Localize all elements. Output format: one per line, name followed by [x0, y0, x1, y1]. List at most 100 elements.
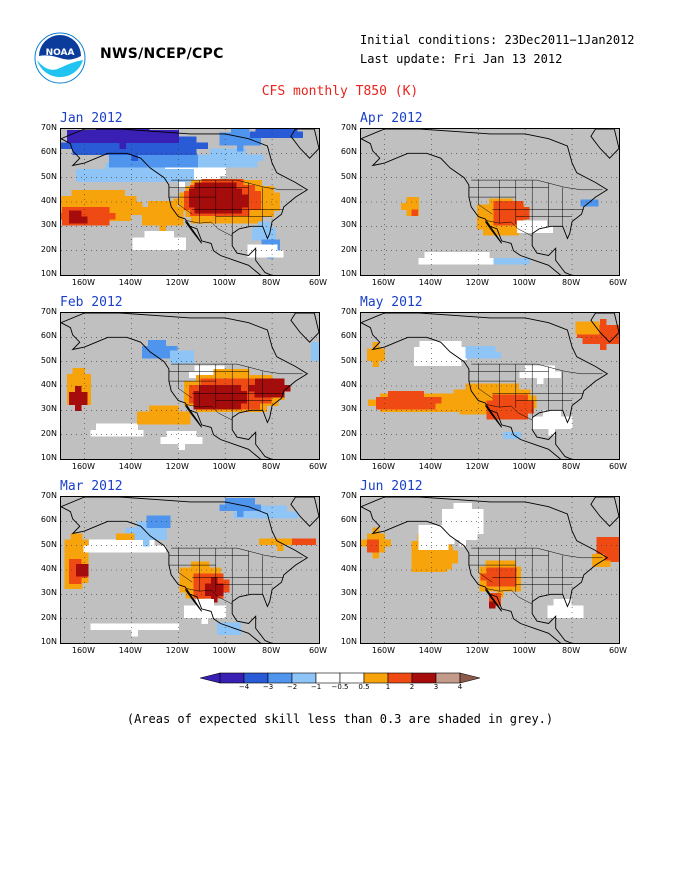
lat-label: 50N — [40, 539, 57, 549]
lon-label: 120W — [465, 646, 489, 655]
lat-label: 20N — [340, 612, 357, 622]
lon-label: 80W — [262, 646, 281, 655]
lat-label: 60N — [340, 515, 357, 525]
lat-label: 40N — [40, 380, 57, 389]
lon-label: 100W — [212, 462, 236, 471]
lon-label: 100W — [512, 278, 536, 287]
colorbar-swatch — [411, 672, 437, 684]
last-update: Last update: Fri Jan 13 2012 — [360, 52, 563, 66]
colorbar-tick-label: 0.5 — [358, 683, 370, 691]
svg-text:NOAA: NOAA — [46, 48, 75, 58]
lon-label: 120W — [165, 278, 189, 287]
lat-label: 70N — [40, 491, 57, 500]
lon-label: 80W — [562, 462, 581, 471]
lat-label: 20N — [340, 428, 357, 438]
lat-label: 40N — [40, 564, 57, 573]
lat-label: 10N — [340, 637, 357, 646]
colorbar-tick-label: 3 — [433, 683, 439, 691]
panel-title-mar: Mar 2012 — [60, 479, 123, 494]
lat-label: 50N — [340, 171, 357, 181]
map-mar — [60, 496, 320, 644]
lat-label: 30N — [340, 588, 357, 598]
lon-label: 140W — [418, 646, 442, 655]
lon-label: 100W — [512, 646, 536, 655]
colorbar-tick-label: 2 — [409, 683, 415, 691]
lon-label: 160W — [71, 278, 96, 287]
lon-label: 80W — [562, 646, 581, 655]
lat-label: 20N — [40, 428, 57, 438]
lat-label: 70N — [40, 307, 57, 316]
lon-label: 60W — [308, 646, 328, 655]
panel-title-jun: Jun 2012 — [360, 479, 423, 494]
lat-label: 50N — [340, 539, 357, 549]
lon-label: 100W — [212, 278, 236, 287]
lat-label: 40N — [340, 380, 357, 389]
colorbar-tick-label: −1 — [310, 683, 322, 691]
lon-label: 160W — [371, 278, 396, 287]
panel-title-jan: Jan 2012 — [60, 111, 123, 126]
noaa-logo-icon: NOAA — [34, 32, 86, 84]
lon-label: 140W — [418, 278, 442, 287]
lat-label: 70N — [340, 307, 357, 316]
panel-title-feb: Feb 2012 — [60, 295, 123, 310]
lat-label: 50N — [40, 171, 57, 181]
lon-label: 140W — [118, 278, 142, 287]
lat-label: 70N — [340, 491, 357, 500]
colorbar-swatch — [339, 672, 365, 684]
colorbar-tick-label: 4 — [457, 683, 463, 691]
lat-label: 60N — [340, 331, 357, 341]
map-jun — [360, 496, 620, 644]
lat-label: 20N — [40, 244, 57, 254]
lon-label: 140W — [118, 646, 142, 655]
lat-label: 20N — [40, 612, 57, 622]
lat-label: 30N — [340, 220, 357, 230]
lon-label: 160W — [371, 646, 396, 655]
colorbar-swatch — [435, 672, 461, 684]
colorbar-swatch — [363, 672, 389, 684]
lat-label: 70N — [40, 123, 57, 132]
lat-label: 60N — [40, 515, 57, 525]
lon-label: 120W — [165, 646, 189, 655]
lat-label: 40N — [340, 564, 357, 573]
agency-name: NWS/NCEP/CPC — [100, 46, 224, 62]
lat-label: 10N — [40, 637, 57, 646]
map-may — [360, 312, 620, 460]
lat-label: 10N — [340, 269, 357, 278]
lon-label: 80W — [562, 278, 581, 287]
initial-conditions: Initial conditions: 23Dec2011−1Jan2012 — [360, 33, 635, 47]
lon-label: 140W — [118, 462, 142, 471]
lat-label: 30N — [40, 404, 57, 414]
lon-label: 60W — [308, 462, 328, 471]
lon-label: 60W — [608, 646, 628, 655]
lat-label: 10N — [340, 453, 357, 462]
lat-label: 10N — [40, 453, 57, 462]
lat-label: 50N — [40, 355, 57, 365]
colorbar-min-arrow — [200, 672, 221, 684]
lat-label: 60N — [340, 147, 357, 157]
lon-label: 120W — [465, 278, 489, 287]
lat-label: 40N — [340, 196, 357, 205]
colorbar-swatch — [387, 672, 413, 684]
panel-title-apr: Apr 2012 — [360, 111, 423, 126]
lon-label: 120W — [165, 462, 189, 471]
colorbar-swatch — [219, 672, 245, 684]
colorbar-tick-label: 1 — [385, 683, 391, 691]
lat-label: 60N — [40, 331, 57, 341]
map-apr — [360, 128, 620, 276]
page-title: CFS monthly T850 (K) — [261, 84, 419, 99]
lon-label: 60W — [608, 278, 628, 287]
colorbar — [200, 672, 480, 684]
map-jan — [60, 128, 320, 276]
lon-label: 60W — [608, 462, 628, 471]
lat-label: 70N — [340, 123, 357, 132]
lon-label: 100W — [212, 646, 236, 655]
colorbar-swatch — [243, 672, 269, 684]
lon-label: 160W — [371, 462, 396, 471]
skill-footnote: (Areas of expected skill less than 0.3 a… — [126, 712, 554, 726]
colorbar-swatch — [267, 672, 293, 684]
lon-label: 80W — [262, 278, 281, 287]
lon-label: 60W — [308, 278, 328, 287]
colorbar-tick-label: −2 — [286, 683, 298, 691]
lon-label: 160W — [71, 462, 96, 471]
lat-label: 40N — [40, 196, 57, 205]
